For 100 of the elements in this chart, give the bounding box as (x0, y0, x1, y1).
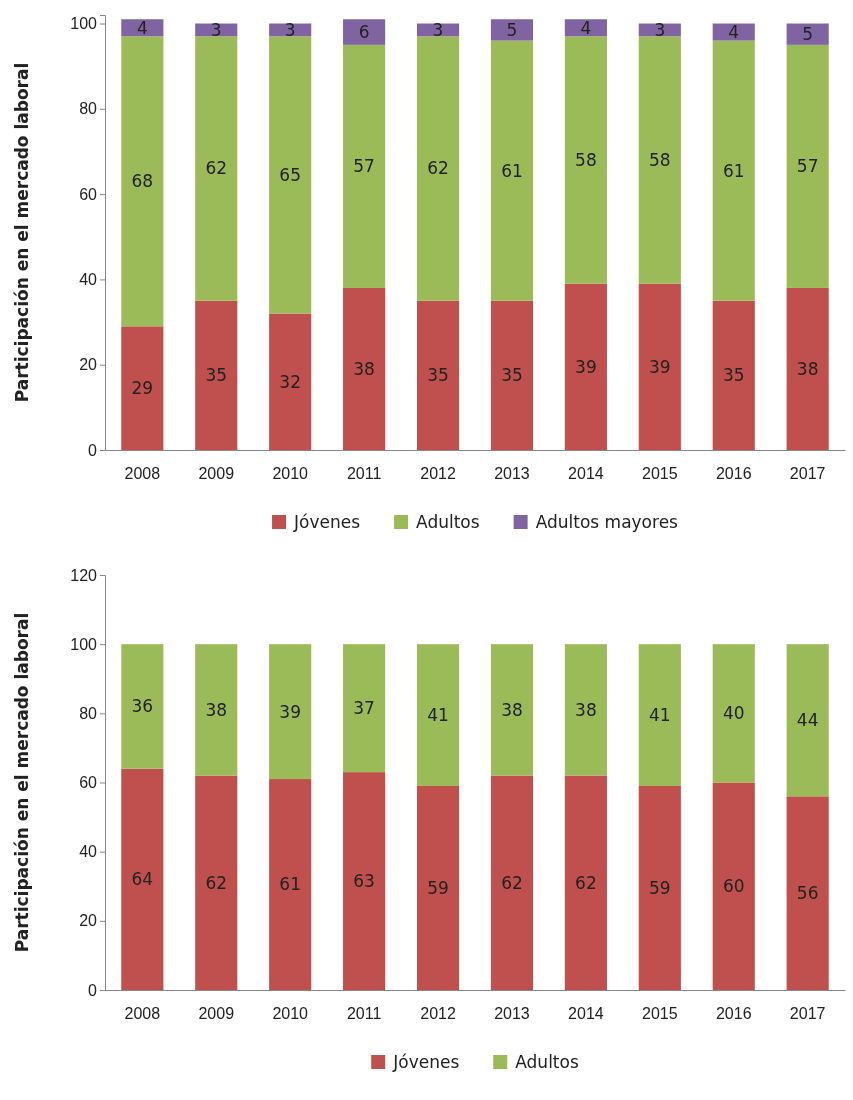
data-label: 3 (284, 19, 296, 40)
y-tick-label: 40 (79, 271, 98, 289)
x-tick-label: 2016 (715, 464, 752, 482)
x-tick-label: 2017 (789, 1004, 826, 1022)
data-label: 36 (131, 696, 154, 717)
bar (638, 36, 681, 284)
bar (638, 283, 681, 450)
data-label: 59 (427, 877, 449, 898)
data-label: 57 (353, 156, 375, 177)
data-label: 38 (575, 699, 597, 720)
bar (416, 300, 460, 450)
x-tick-label: 2008 (124, 464, 161, 482)
data-label: 58 (648, 149, 671, 170)
bar (638, 785, 681, 990)
bar (269, 313, 312, 450)
data-label: 65 (279, 164, 302, 185)
bar (121, 768, 164, 990)
data-label: 37 (353, 698, 375, 719)
data-label: 56 (796, 883, 819, 904)
bar (195, 36, 238, 301)
y-axis-title: Participación en el mercado laboral (12, 612, 32, 953)
data-label: 60 (722, 876, 745, 897)
x-tick-label: 2017 (789, 464, 826, 482)
y-tick-label: 20 (79, 912, 98, 930)
bar (416, 785, 460, 990)
bar (490, 300, 534, 450)
legend-label: Jóvenes (392, 1051, 460, 1072)
data-label: 61 (722, 160, 745, 181)
bar (564, 775, 607, 990)
data-label: 3 (210, 19, 222, 40)
x-tick-label: 2015 (642, 464, 678, 482)
y-tick-label: 20 (79, 356, 98, 374)
data-label: 6 (358, 22, 370, 43)
data-label: 39 (648, 356, 671, 377)
data-label: 38 (501, 699, 523, 720)
x-tick-label: 2010 (272, 1004, 309, 1022)
bar (343, 644, 386, 773)
legend-label: Adultos (515, 1051, 579, 1072)
data-label: 4 (136, 17, 148, 38)
data-label: 5 (802, 24, 814, 45)
legend-label: Adultos mayores (535, 511, 679, 532)
bar (416, 644, 460, 786)
data-label: 35 (501, 365, 523, 386)
x-tick-label: 2014 (568, 1004, 604, 1022)
data-label: 39 (279, 701, 302, 722)
data-label: 41 (648, 705, 671, 726)
y-tick-label: 60 (79, 185, 98, 203)
bar (343, 44, 386, 288)
y-axis-title: Participación en el mercado laboral (12, 62, 32, 403)
data-label: 3 (654, 19, 666, 40)
data-label: 38 (205, 699, 228, 720)
x-tick-label: 2015 (642, 1004, 678, 1022)
bar (269, 644, 312, 780)
bar (195, 300, 238, 450)
x-tick-label: 2011 (346, 464, 382, 482)
bar (786, 644, 829, 797)
bar (490, 40, 534, 301)
data-label: 62 (501, 872, 523, 893)
y-tick-label: 120 (70, 566, 98, 584)
data-label: 62 (205, 872, 228, 893)
data-label: 63 (353, 871, 375, 892)
bar (786, 287, 829, 450)
data-label: 61 (279, 874, 302, 895)
data-label: 59 (648, 877, 671, 898)
bar (712, 40, 755, 301)
bar (564, 36, 607, 284)
bar (343, 287, 386, 450)
y-tick-label: 100 (70, 635, 98, 653)
data-label: 4 (580, 17, 592, 38)
bar (712, 782, 755, 990)
x-tick-label: 2009 (198, 464, 235, 482)
x-tick-label: 2012 (420, 1004, 456, 1022)
data-label: 32 (279, 371, 302, 392)
legend-label: Jóvenes (293, 511, 361, 532)
bar (269, 779, 312, 990)
data-label: 5 (506, 19, 518, 40)
bar (195, 775, 238, 990)
x-tick-label: 2010 (272, 464, 309, 482)
data-label: 62 (427, 158, 449, 179)
data-label: 35 (722, 365, 745, 386)
x-tick-label: 2011 (346, 1004, 382, 1022)
bar (712, 644, 755, 783)
y-tick-label: 0 (88, 441, 98, 459)
y-tick-label: 80 (79, 704, 98, 722)
data-label: 41 (427, 705, 449, 726)
data-label: 57 (796, 156, 819, 177)
data-label: 62 (205, 158, 228, 179)
data-label: 39 (575, 356, 597, 377)
bar (490, 644, 534, 776)
x-tick-label: 2014 (568, 464, 604, 482)
bar (121, 326, 164, 450)
y-tick-label: 80 (79, 100, 98, 118)
bar (343, 772, 386, 990)
bar (712, 300, 755, 450)
data-label: 38 (796, 358, 819, 379)
data-label: 3 (432, 19, 444, 40)
data-label: 40 (722, 703, 745, 724)
bar (564, 644, 607, 776)
x-tick-label: 2013 (494, 464, 530, 482)
x-tick-label: 2008 (124, 1004, 161, 1022)
